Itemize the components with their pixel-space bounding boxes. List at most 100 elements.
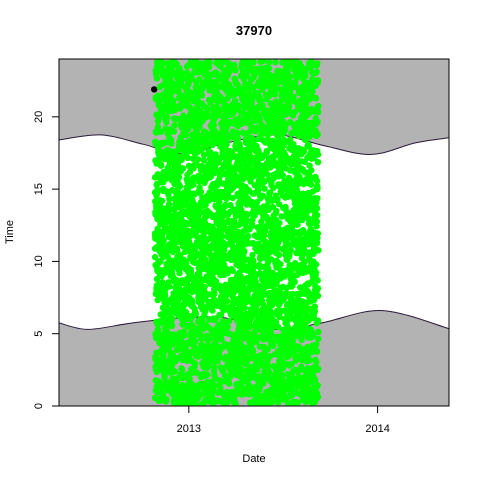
data-point	[206, 59, 213, 66]
plot-frame	[58, 58, 450, 407]
data-point	[314, 78, 322, 85]
data-point	[254, 334, 261, 342]
data-point	[314, 178, 321, 185]
data-point	[314, 292, 322, 299]
data-point	[223, 298, 231, 305]
data-point	[287, 246, 294, 254]
data-point	[294, 221, 301, 228]
data-point	[216, 172, 224, 180]
outlier-point	[151, 86, 158, 93]
data-point	[154, 123, 161, 131]
data-point	[266, 353, 274, 360]
data-point	[303, 100, 310, 107]
data-point	[253, 366, 261, 373]
data-point	[314, 285, 322, 292]
data-point	[170, 128, 178, 135]
data-point	[168, 322, 176, 329]
data-point	[249, 297, 256, 305]
data-point	[313, 348, 321, 355]
data-point	[204, 371, 211, 378]
data-point	[214, 181, 222, 189]
data-point	[153, 75, 161, 82]
sunrise-curve	[59, 310, 449, 330]
data-point	[259, 102, 266, 109]
data-point	[217, 63, 224, 70]
data-point	[245, 86, 252, 94]
data-point	[218, 233, 226, 240]
data-point	[225, 380, 233, 387]
data-point	[218, 336, 225, 343]
data-point	[155, 187, 162, 194]
data-point	[288, 360, 295, 367]
data-point	[176, 65, 183, 72]
data-point	[260, 380, 267, 387]
data-point	[166, 195, 173, 203]
data-point	[166, 283, 173, 290]
data-point	[207, 149, 214, 156]
data-point	[253, 307, 260, 315]
data-point	[308, 167, 315, 174]
data-point	[314, 118, 321, 126]
data-point	[247, 178, 254, 185]
data-point	[237, 144, 244, 151]
y-tick-label: 15	[33, 183, 45, 195]
data-point	[157, 379, 165, 387]
data-point	[315, 247, 322, 254]
data-point	[263, 149, 270, 156]
data-point	[223, 141, 230, 148]
data-point	[285, 324, 292, 331]
data-point	[173, 385, 181, 393]
data-point	[243, 217, 250, 224]
data-point	[194, 156, 202, 163]
data-point	[277, 260, 284, 268]
data-point	[267, 256, 275, 263]
data-point	[309, 75, 316, 83]
data-point	[274, 196, 281, 203]
data-point	[265, 266, 272, 273]
y-tick-label: 5	[33, 331, 45, 337]
data-point	[296, 312, 304, 319]
data-point	[284, 68, 291, 75]
data-point	[285, 241, 293, 248]
data-point	[211, 290, 218, 297]
data-point	[313, 359, 320, 366]
data-point	[312, 269, 320, 276]
data-point	[181, 328, 188, 335]
data-point	[291, 207, 299, 214]
data-point	[209, 307, 216, 314]
chart-title: 37970	[236, 23, 272, 38]
data-point	[275, 200, 283, 208]
data-point	[269, 301, 276, 309]
data-point	[191, 360, 199, 367]
data-point	[178, 366, 186, 373]
y-tick-label: 20	[33, 111, 45, 123]
data-point	[311, 296, 318, 304]
data-point	[314, 195, 321, 202]
data-point	[201, 255, 209, 263]
data-point	[246, 322, 253, 329]
data-point	[192, 310, 200, 318]
data-point	[265, 59, 273, 66]
y-tick-label: 0	[33, 403, 45, 409]
data-point	[186, 375, 193, 382]
data-point	[301, 247, 308, 254]
data-point	[201, 283, 208, 291]
data-point	[251, 263, 258, 270]
data-point	[192, 401, 199, 406]
data-point	[313, 218, 321, 225]
data-point	[217, 106, 225, 113]
data-point	[226, 60, 233, 68]
data-point	[217, 311, 225, 319]
data-point	[285, 400, 292, 406]
data-point	[160, 355, 167, 362]
data-point	[235, 356, 242, 363]
data-point	[235, 115, 243, 122]
data-point	[309, 88, 316, 95]
data-point	[313, 205, 321, 212]
data-point	[264, 345, 271, 353]
data-point	[301, 258, 308, 265]
data-point	[234, 135, 241, 142]
data-point	[205, 197, 212, 204]
data-point	[298, 336, 305, 343]
data-point	[291, 278, 298, 285]
